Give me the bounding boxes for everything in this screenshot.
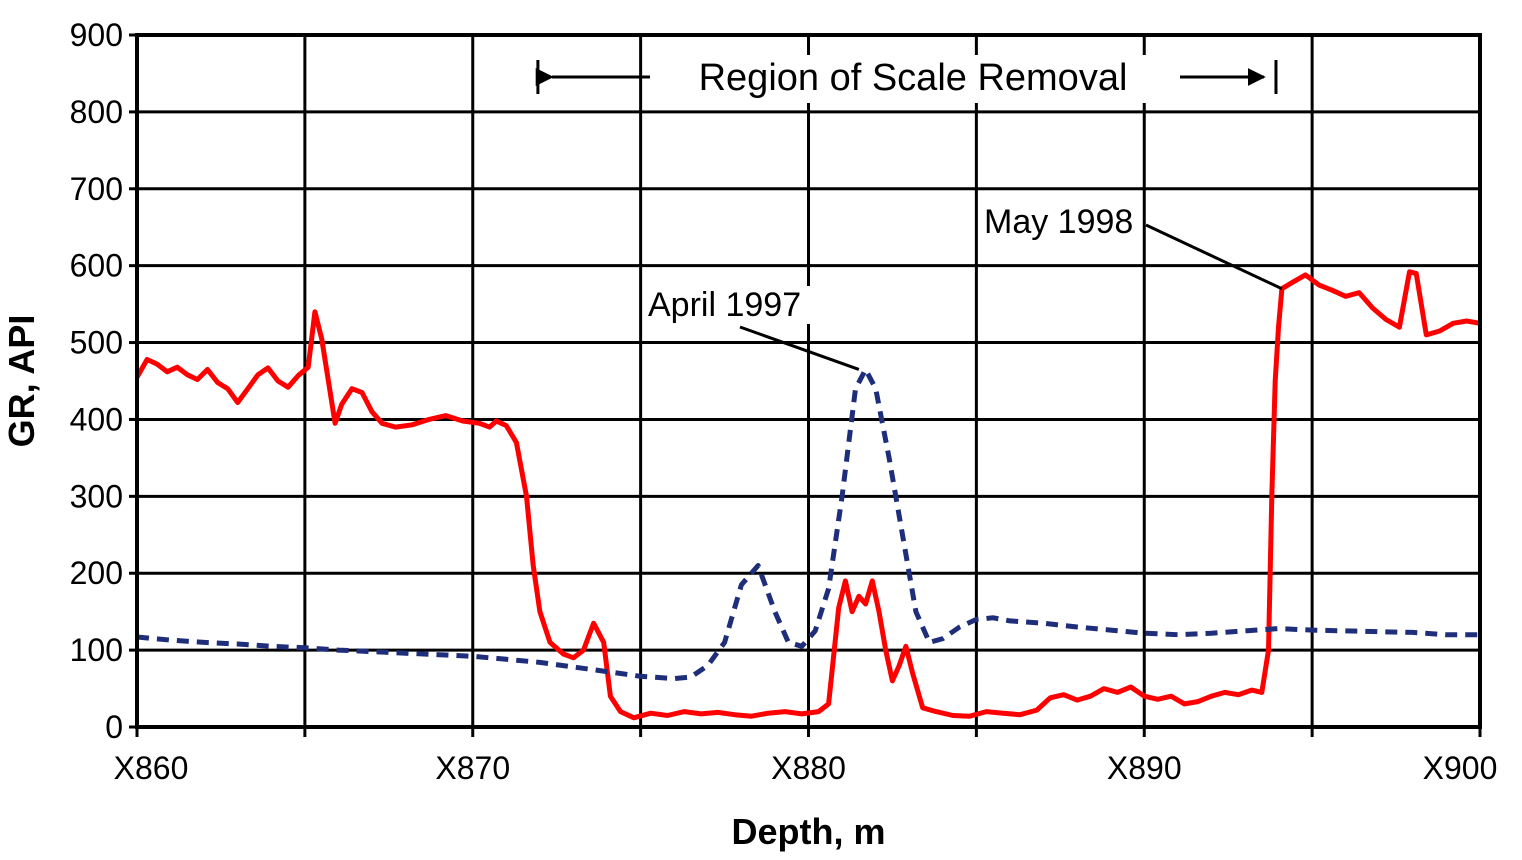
plot-border bbox=[135, 33, 1482, 729]
tick-labels: 0 100 200 300 400 500 600 700 800 900 X860 X870 X880… bbox=[70, 17, 1498, 786]
region-of-scale-removal: Region of Scale Removal bbox=[535, 55, 1278, 103]
x-tick-label-860: X860 bbox=[114, 750, 189, 786]
plot-frame bbox=[135, 33, 1482, 729]
y-tick-label-0: 0 bbox=[105, 709, 123, 745]
annotations: April 1997 May 1998 bbox=[646, 203, 1283, 371]
annotation-bg-april-1997 bbox=[646, 286, 821, 324]
annotation-leader-april-1997 bbox=[739, 325, 860, 371]
y-tick-label-200: 200 bbox=[70, 555, 123, 591]
y-tick-label-700: 700 bbox=[70, 171, 123, 207]
x-tick-label-870: X870 bbox=[435, 750, 510, 786]
annotation-bg-may-1998 bbox=[982, 203, 1122, 241]
x-tick-label-900: X900 bbox=[1423, 750, 1498, 786]
y-tick-label-600: 600 bbox=[70, 248, 123, 284]
x-tick-label-890: X890 bbox=[1107, 750, 1182, 786]
x-tick-label-880: X880 bbox=[771, 750, 846, 786]
annotation-leader-may-1998 bbox=[1145, 223, 1283, 291]
grid-lines bbox=[135, 33, 1482, 729]
series-line-may-1998 bbox=[134, 269, 1481, 721]
y-tick-label-800: 800 bbox=[70, 94, 123, 130]
y-tick-label-400: 400 bbox=[70, 401, 123, 437]
y-tick-label-900: 900 bbox=[70, 17, 123, 53]
region-label-background bbox=[655, 55, 1175, 103]
region-label: Region of Scale Removal bbox=[699, 57, 1128, 99]
x-axis-title: Depth, m bbox=[731, 811, 885, 852]
annotation-may-1998: May 1998 bbox=[984, 203, 1133, 241]
annotation-april-1997: April 1997 bbox=[648, 286, 801, 324]
y-tick-label-100: 100 bbox=[70, 632, 123, 668]
y-tick-label-300: 300 bbox=[70, 478, 123, 514]
y-axis-title: GR, API bbox=[1, 315, 42, 448]
y-tick-label-500: 500 bbox=[70, 325, 123, 361]
series-lines bbox=[134, 269, 1481, 721]
